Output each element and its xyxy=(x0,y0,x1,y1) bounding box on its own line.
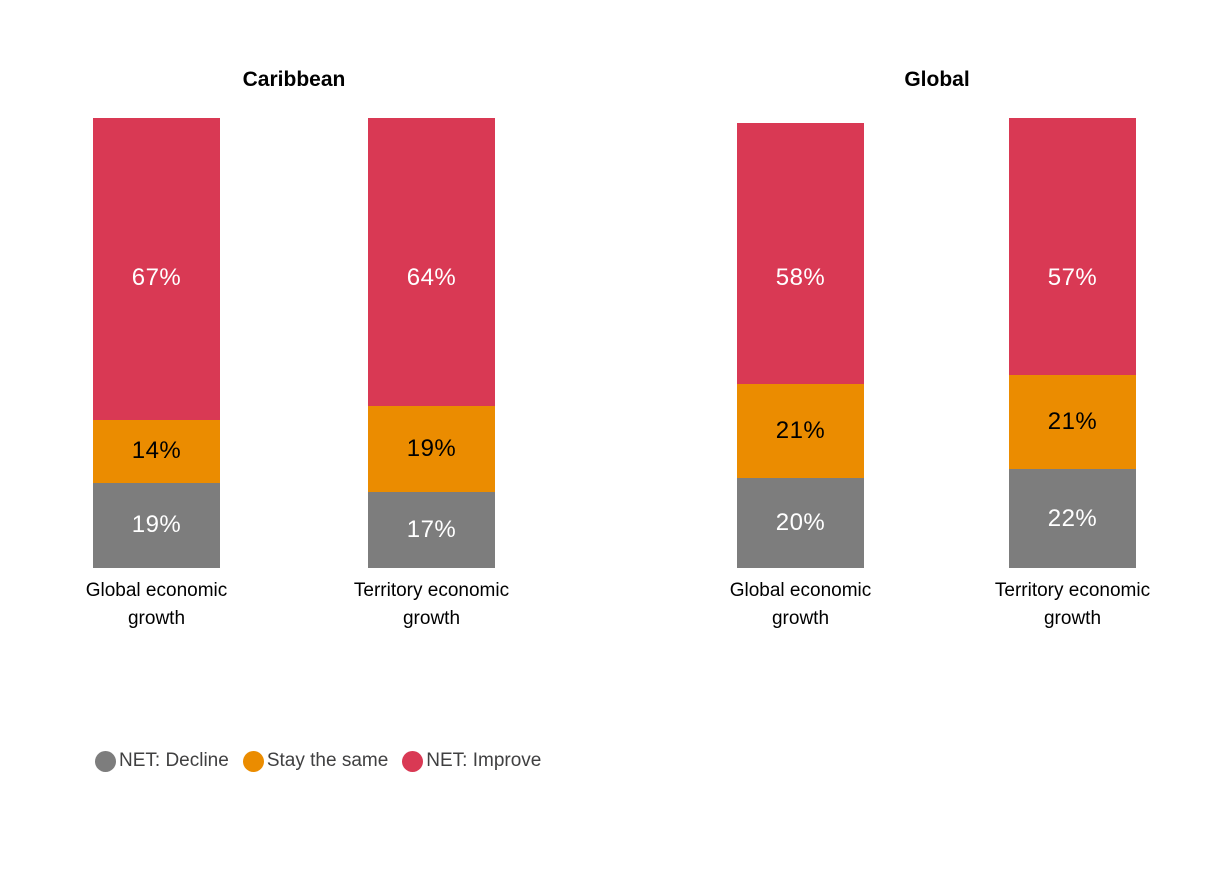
bar-segment-stay-the-same: 21% xyxy=(737,383,864,478)
bar-segment-net-improve xyxy=(93,118,220,420)
category-label: Global economic growth xyxy=(85,580,228,629)
bar-segment-net-improve xyxy=(737,122,864,384)
legend-label: NET: Decline xyxy=(119,750,229,771)
segment-value-label: 67% xyxy=(131,264,182,291)
chart-legend: NET: Decline Stay the same NET: Improve xyxy=(95,750,541,772)
legend-item-net-decline: NET: Decline xyxy=(95,750,229,772)
bar-segment-stay-the-same: 21% xyxy=(1009,374,1136,469)
improve-legend-dot-icon xyxy=(402,750,424,772)
group-title-caribbean: Caribbean xyxy=(242,68,346,91)
bar-segment-stay-the-same: 14% xyxy=(93,419,220,483)
segment-value-label: 57% xyxy=(1047,264,1098,291)
segment-value-label: 19% xyxy=(406,434,457,462)
legend-label: Stay the same xyxy=(266,750,389,771)
segment-value-label: 64% xyxy=(406,264,457,291)
stacked-bar-caribbean-global-economic-growth: 19% 14% 67% xyxy=(93,118,220,568)
bar-segment-net-improve xyxy=(1009,118,1136,375)
segment-value-label: 58% xyxy=(775,264,826,291)
bar-segment-net-decline: 22% xyxy=(1009,469,1136,568)
segment-value-label: 20% xyxy=(775,509,826,536)
segment-value-label: 21% xyxy=(1047,407,1098,435)
category-label: Territory economic growth xyxy=(353,580,510,629)
category-label: Global economic growth xyxy=(729,580,872,629)
segment-value-label: 19% xyxy=(131,511,182,539)
segment-value-label: 17% xyxy=(406,515,457,543)
stacked-bar-global-global-economic-growth: 20% 21% 58% xyxy=(737,118,864,568)
segment-value-label: 22% xyxy=(1047,504,1098,532)
legend-item-stay-the-same: Stay the same xyxy=(242,750,389,772)
legend-label: NET: Improve xyxy=(426,750,542,771)
bar-segment-net-decline: 17% xyxy=(368,491,495,568)
bar-segment-net-improve xyxy=(368,118,495,406)
decline-legend-dot-icon xyxy=(95,750,116,772)
stacked-bar-caribbean-territory-economic-growth: 17% 19% 64% xyxy=(368,118,495,568)
segment-value-label: 21% xyxy=(775,416,826,444)
category-label: Territory economic growth xyxy=(994,580,1151,629)
bar-segment-stay-the-same: 19% xyxy=(368,406,495,492)
stacked-bar-global-territory-economic-growth: 22% 21% 57% xyxy=(1009,118,1136,568)
legend-item-net-improve: NET: Improve xyxy=(402,750,541,772)
group-title-global: Global xyxy=(904,68,970,91)
segment-value-label: 14% xyxy=(131,437,182,464)
bar-segment-net-decline: 20% xyxy=(737,478,864,568)
stay-the-same-legend-dot-icon xyxy=(242,750,264,772)
bar-segment-net-decline: 19% xyxy=(93,482,220,568)
